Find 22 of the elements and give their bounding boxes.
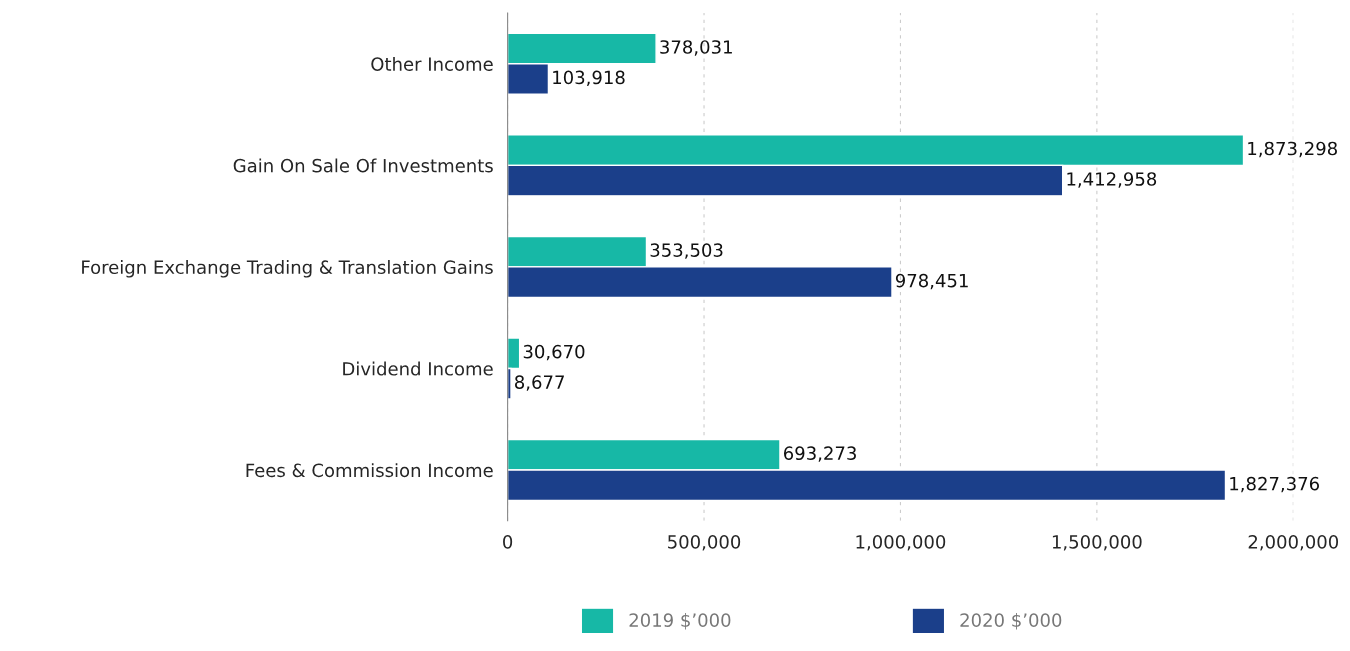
x-tick-label: 1,000,000 bbox=[856, 535, 946, 551]
data-label: 1,412,958 bbox=[1067, 172, 1157, 188]
data-label: 8,677 bbox=[515, 375, 564, 391]
data-label: 103,918 bbox=[553, 70, 625, 87]
legend-label: 2019 $’000 bbox=[629, 613, 731, 630]
y-tick-label: Foreign Exchange Trading & Translation Gains bbox=[82, 260, 493, 278]
y-tick-label: Other Income bbox=[371, 56, 493, 71]
data-label: 693,273 bbox=[783, 446, 856, 462]
data-label: 1,873,298 bbox=[1248, 141, 1337, 158]
x-tick-label: 500,000 bbox=[668, 535, 741, 551]
data-label: 353,503 bbox=[650, 243, 723, 259]
data-label: 30,670 bbox=[523, 344, 585, 361]
x-tick-label: 2,000,000 bbox=[1248, 535, 1339, 551]
legend-label: 2020 $’000 bbox=[960, 613, 1062, 630]
data-label: 978,451 bbox=[895, 273, 968, 290]
y-tick-label: Gain On Sale Of Investments bbox=[233, 158, 493, 173]
data-label: 1,827,376 bbox=[1230, 476, 1320, 493]
y-tick-label: Fees & Commission Income bbox=[246, 463, 493, 478]
x-tick-label: 0 bbox=[503, 535, 513, 549]
data-label: 378,031 bbox=[660, 40, 732, 56]
x-tick-label: 1,500,000 bbox=[1052, 535, 1142, 551]
y-tick-label: Dividend Income bbox=[343, 361, 493, 376]
